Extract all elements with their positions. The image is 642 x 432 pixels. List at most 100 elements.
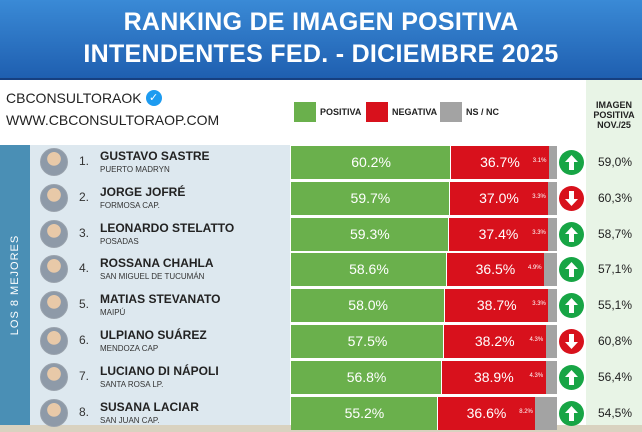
legend-item-negativa: NEGATIVA <box>366 102 437 122</box>
label-negativa: 36.5% <box>475 261 516 278</box>
mayor-city: FORMOSA CAP. <box>100 200 160 210</box>
bar-positiva <box>291 396 438 430</box>
rank-number: 6. <box>79 333 90 347</box>
column-header-line2: POSITIVA <box>593 110 635 120</box>
label-nsnc: 4.3% <box>529 337 544 343</box>
bar-positiva <box>291 360 443 394</box>
avatar <box>40 255 68 284</box>
label-positiva: 57.5% <box>347 333 388 349</box>
label-positiva: 60.2% <box>351 154 391 170</box>
label-nsnc: 8.2% <box>519 408 533 415</box>
legend-item-positiva: POSITIVA <box>294 102 361 122</box>
ranking-row: 6. ULPIANO SUÁREZ MENDOZA CAP 57.5% 38.2% 4.3… <box>30 325 642 358</box>
legend-swatch-negativa <box>366 102 388 122</box>
label-nsnc: 3.3% <box>532 193 546 200</box>
label-positiva: 55.2% <box>344 404 385 421</box>
label-nsnc: 4.3% <box>529 372 544 379</box>
label-negativa: 38.2% <box>474 333 515 349</box>
avatar <box>40 327 68 355</box>
legend-item-nsnc: NS / NC <box>440 102 499 122</box>
mayor-city: POSADAS <box>100 236 139 246</box>
legend-swatch-positiva <box>294 102 316 122</box>
rank-number: 4. <box>79 261 90 276</box>
bar-negativa <box>451 146 549 179</box>
avatar <box>40 219 68 248</box>
bar-nsnc <box>548 181 557 215</box>
sidebar-label: LOS 8 MEJORES <box>9 234 21 336</box>
arrow-up-icon <box>559 293 584 319</box>
arrow-up-icon <box>559 221 584 247</box>
column-header-previous: IMAGEN POSITIVA NOV./25 <box>586 80 642 142</box>
legend-label-positiva: POSITIVA <box>320 107 362 117</box>
label-negativa: 37.4% <box>478 225 519 242</box>
arrow-up-icon <box>559 150 584 175</box>
bar-negativa <box>446 253 544 287</box>
avatar <box>40 362 68 391</box>
ranking-row: 3. LEONARDO STELATTO POSADAS 59.3% 37.4% 3.3%… <box>30 217 642 251</box>
arrow-down-icon <box>559 185 584 211</box>
mayor-city: MENDOZA CAP <box>100 344 159 353</box>
label-nsnc: 3.3% <box>532 229 546 236</box>
bar-negativa <box>449 181 549 215</box>
header-banner: RANKING DE IMAGEN POSITIVA INTENDENTES F… <box>0 0 642 80</box>
label-positiva: 59.3% <box>350 225 390 242</box>
mayor-city: PUERTO MADRYN <box>100 165 170 174</box>
mayor-name: GUSTAVO SASTRE <box>100 149 210 163</box>
ranking-row: 4. ROSSANA CHAHLA SAN MIGUEL DE TUCUMÁN 58.… <box>30 253 642 287</box>
label-negativa: 38.7% <box>476 297 517 314</box>
legend-label-nsnc: NS / NC <box>466 107 500 117</box>
label-nsnc: 3.1% <box>532 158 547 164</box>
rank-number: 5. <box>79 297 90 312</box>
brand-website: WWW.CBCONSULTORAOP.COM <box>6 112 220 128</box>
bar-negativa <box>442 360 546 394</box>
previous-value: 57,1% <box>597 262 633 277</box>
rank-number: 7. <box>79 368 90 383</box>
bar-positiva <box>291 146 452 179</box>
brand-handle: CBCONSULTORAOK ✓ <box>6 90 162 106</box>
verified-check-icon: ✓ <box>145 90 162 106</box>
label-positiva: 58.6% <box>349 261 389 278</box>
bar-positiva <box>291 217 449 251</box>
bar-negativa <box>448 217 549 251</box>
ranking-row: 5. MATIAS STEVANATO MAIPÚ 58.0% 38.7% 3.3% 55,… <box>30 289 642 323</box>
mayor-name: ROSSANA CHAHLA <box>100 256 214 271</box>
arrow-up-icon <box>559 364 584 390</box>
rank-number: 8. <box>79 404 90 419</box>
mayor-name: ULPIANO SUÁREZ <box>100 328 207 342</box>
label-negativa: 36.7% <box>480 154 520 170</box>
bar-nsnc <box>545 360 557 394</box>
previous-value: 54,5% <box>597 405 633 420</box>
previous-value: 55,1% <box>597 298 633 313</box>
mayor-name: SUSANA LACIAR <box>100 399 199 414</box>
previous-value: 60,8% <box>597 334 633 348</box>
column-header-line3: NOV./25 <box>597 120 631 130</box>
rank-number: 1. <box>79 154 90 168</box>
bar-positiva <box>291 253 447 287</box>
mayor-city: SAN MIGUEL DE TUCUMÁN <box>100 272 205 282</box>
bar-negativa <box>445 289 549 323</box>
label-negativa: 38.9% <box>473 368 514 385</box>
bar-nsnc <box>548 289 557 323</box>
bar-positiva <box>291 289 446 323</box>
legend-label-negativa: NEGATIVA <box>392 107 438 117</box>
mayor-name: LEONARDO STELATTO <box>100 220 235 235</box>
label-nsnc: 4.9% <box>527 265 542 272</box>
title-line-1: RANKING DE IMAGEN POSITIVA <box>123 8 519 36</box>
ranking-row: 8. SUSANA LACIAR SAN JUAN CAP. 55.2% 36.6% 8.… <box>30 396 642 430</box>
sidebar-band: LOS 8 MEJORES <box>0 145 30 425</box>
avatar <box>40 183 68 212</box>
ranking-row: 7. LUCIANO DI NÁPOLI SANTA ROSA LP. 56.8% 38… <box>30 360 642 394</box>
label-negativa: 37.0% <box>479 189 519 206</box>
label-nsnc: 3.3% <box>532 301 546 308</box>
mayor-city: SANTA ROSA LP. <box>100 379 164 389</box>
bar-nsnc <box>543 253 557 287</box>
bar-nsnc <box>545 325 557 358</box>
previous-value: 60,3% <box>597 190 633 205</box>
label-positiva: 59.7% <box>350 189 391 206</box>
previous-value: 58,7% <box>597 226 633 241</box>
names-panel <box>30 145 290 425</box>
rank-number: 3. <box>79 225 90 240</box>
bar-negativa <box>443 325 546 358</box>
mayor-city: MAIPÚ <box>100 308 126 318</box>
ranking-row: 2. JORGE JOFRÉ FORMOSA CAP. 59.7% 37.0% 3.3% 6… <box>30 181 642 215</box>
